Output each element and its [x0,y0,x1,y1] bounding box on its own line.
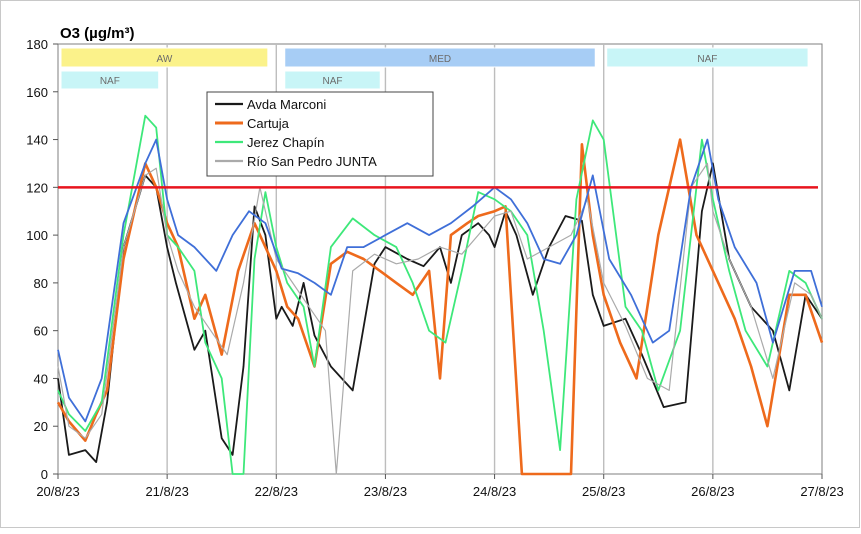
band-aw [60,47,269,68]
y-tick-label: 40 [34,371,48,386]
y-tick-label: 140 [26,133,48,148]
x-tick-label: 26/8/23 [691,484,734,499]
series-line [57,162,823,475]
band-naf [60,70,160,90]
x-tick-label: 25/8/23 [582,484,625,499]
series-line [57,138,823,423]
y-tick-label: 100 [26,228,48,243]
legend-box [206,91,434,177]
x-tick-label: 24/8/23 [473,484,516,499]
x-tick-label: 21/8/23 [145,484,188,499]
band-label: MED [429,54,451,65]
y-tick-label: 60 [34,324,48,339]
band-med [284,47,596,68]
y-tick-label: 160 [26,85,48,100]
x-tick-label: 27/8/23 [800,484,843,499]
y-tick-label: 20 [34,419,48,434]
air-mass-bands: AW MED NAF NAF NAF [60,47,809,90]
legend-entry: Avda Marconi [247,97,326,112]
y-tick-label: 80 [34,276,48,291]
band-label: NAF [697,54,717,65]
x-tick-label: 20/8/23 [36,484,79,499]
legend-entry: Cartuja [247,116,290,131]
y-tick-label: 120 [26,180,48,195]
legend-entry: Río San Pedro JUNTA [247,154,377,169]
x-tick-label: 22/8/23 [255,484,298,499]
band-naf [284,70,381,90]
axes-layer: 0 20 40 60 80 100 120 140 160 180 20/8/23 21/8/23 22… [26,37,843,499]
series-line [57,162,823,464]
legend: Avda Marconi Cartuja Jerez Chapín Río San P… [206,91,434,177]
series-line [57,114,823,475]
band-label: NAF [100,76,120,87]
band-label: NAF [322,76,342,87]
chart-title: O3 (µg/m³) [60,25,134,42]
legend-entry: Jerez Chapín [247,135,324,150]
y-tick-label: 180 [26,37,48,52]
x-tick-label: 23/8/23 [364,484,407,499]
band-naf [606,47,809,68]
y-tick-label: 0 [41,467,48,482]
band-label: AW [157,54,173,65]
